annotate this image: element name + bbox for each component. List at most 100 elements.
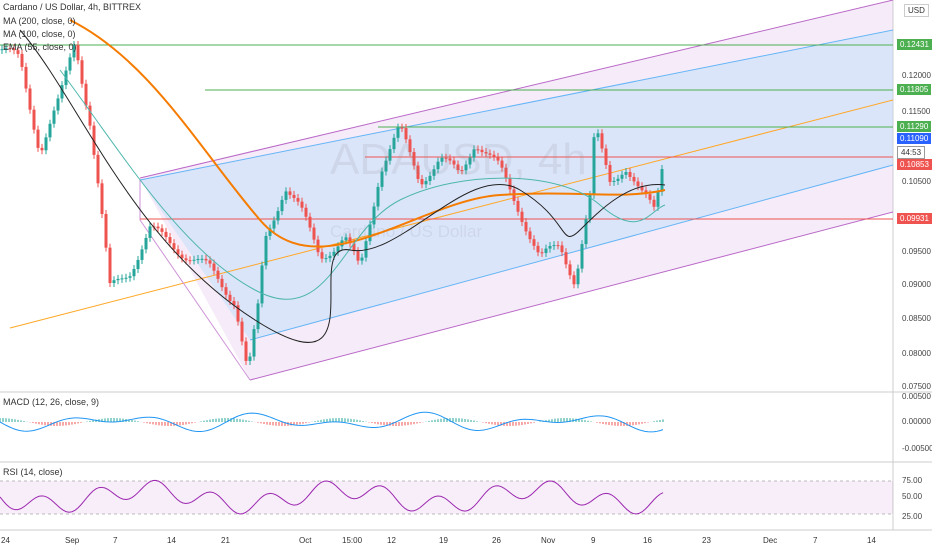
candle: [244, 341, 248, 361]
price-tick-label: 0.08000: [902, 349, 931, 358]
time-tick-label: 23: [702, 536, 711, 545]
candle: [540, 252, 544, 254]
candle: [612, 180, 616, 182]
candle: [48, 123, 52, 138]
candle: [660, 169, 664, 192]
ma-100: [59, 69, 666, 300]
candle: [0, 49, 4, 51]
candle: [136, 259, 140, 269]
candle: [184, 258, 188, 261]
candle: [164, 231, 168, 238]
candle: [196, 258, 200, 260]
candle: [468, 157, 472, 165]
candle: [280, 199, 284, 212]
candle: [392, 137, 396, 150]
candle: [104, 213, 108, 248]
macd-tick-label: 0.00000: [902, 417, 931, 426]
time-tick-label: 16: [643, 536, 652, 545]
candle: [168, 237, 172, 244]
rsi-band: [0, 481, 893, 514]
candle: [480, 149, 484, 153]
candle: [240, 321, 244, 342]
candle: [356, 251, 360, 261]
candle: [148, 226, 152, 238]
time-tick-label: 12: [387, 536, 396, 545]
candle: [360, 257, 364, 261]
candle: [508, 178, 512, 190]
candle: [188, 260, 192, 262]
candle: [400, 127, 404, 129]
candle: [100, 183, 104, 214]
candle: [304, 207, 308, 217]
symbol-title: Cardano / US Dollar, 4h, BITTREX: [3, 2, 142, 12]
level-label: 0.11290: [897, 121, 932, 132]
candle: [492, 154, 496, 157]
candle: [32, 109, 36, 130]
candle: [192, 259, 196, 261]
currency-button[interactable]: USD: [904, 4, 929, 17]
candle: [44, 137, 48, 151]
candle: [620, 174, 624, 179]
candle: [520, 211, 524, 222]
time-tick-label: 14: [867, 536, 876, 545]
price-tick-label: 0.10500: [902, 177, 931, 186]
candle: [172, 243, 176, 250]
candle: [16, 50, 20, 54]
candle: [600, 133, 604, 149]
candle: [236, 305, 240, 322]
candle: [224, 287, 228, 295]
channel-inner-top: [139, 29, 894, 181]
candle: [296, 198, 300, 202]
candle: [312, 227, 316, 240]
candle: [72, 44, 76, 58]
candle: [648, 194, 652, 200]
candle: [56, 98, 60, 111]
candle: [344, 237, 348, 241]
channel-inner-bottom: [249, 164, 894, 341]
candle: [524, 221, 528, 232]
indicator-label: MA (100, close, 0): [3, 29, 76, 39]
candle: [88, 105, 92, 126]
candle: [76, 44, 80, 61]
level-label: 0.09931: [897, 213, 932, 224]
ema-55: [19, 29, 666, 343]
candle: [416, 165, 420, 179]
time-tick-label: 15:00: [342, 536, 363, 545]
watermark-name: Cardano / US Dollar: [330, 222, 483, 241]
macd-tick-label: -0.00500: [902, 444, 932, 453]
candle: [60, 85, 64, 99]
candle: [308, 216, 312, 228]
level-label: 0.11090: [897, 133, 932, 144]
candle: [368, 224, 372, 242]
channel-top: [139, 0, 894, 179]
candle: [504, 167, 508, 179]
candle: [220, 278, 224, 288]
watermark-symbol: ADAUSD, 4h: [330, 135, 587, 184]
candle: [656, 191, 660, 207]
candle: [624, 172, 628, 175]
candle: [336, 246, 340, 252]
candle: [156, 226, 160, 229]
candle: [500, 160, 504, 168]
candle: [616, 178, 620, 181]
channel-bottom: [249, 211, 894, 381]
candle: [592, 137, 596, 195]
rsi-tick-label: 50.00: [902, 492, 923, 501]
candle: [128, 276, 132, 278]
candle: [92, 125, 96, 155]
candle: [288, 191, 292, 195]
candle: [572, 275, 576, 285]
candle: [488, 153, 492, 155]
candle: [260, 265, 264, 304]
time-tick-label: Sep: [65, 536, 80, 545]
candle: [348, 237, 352, 244]
price-tick-label: 0.09000: [902, 280, 931, 289]
candle: [292, 194, 296, 199]
candle: [352, 243, 356, 252]
candle: [268, 228, 272, 236]
candle: [40, 147, 44, 151]
candle: [52, 110, 56, 124]
rsi-tick-label: 25.00: [902, 512, 923, 521]
candle: [384, 160, 388, 172]
time-tick-label: 19: [439, 536, 448, 545]
